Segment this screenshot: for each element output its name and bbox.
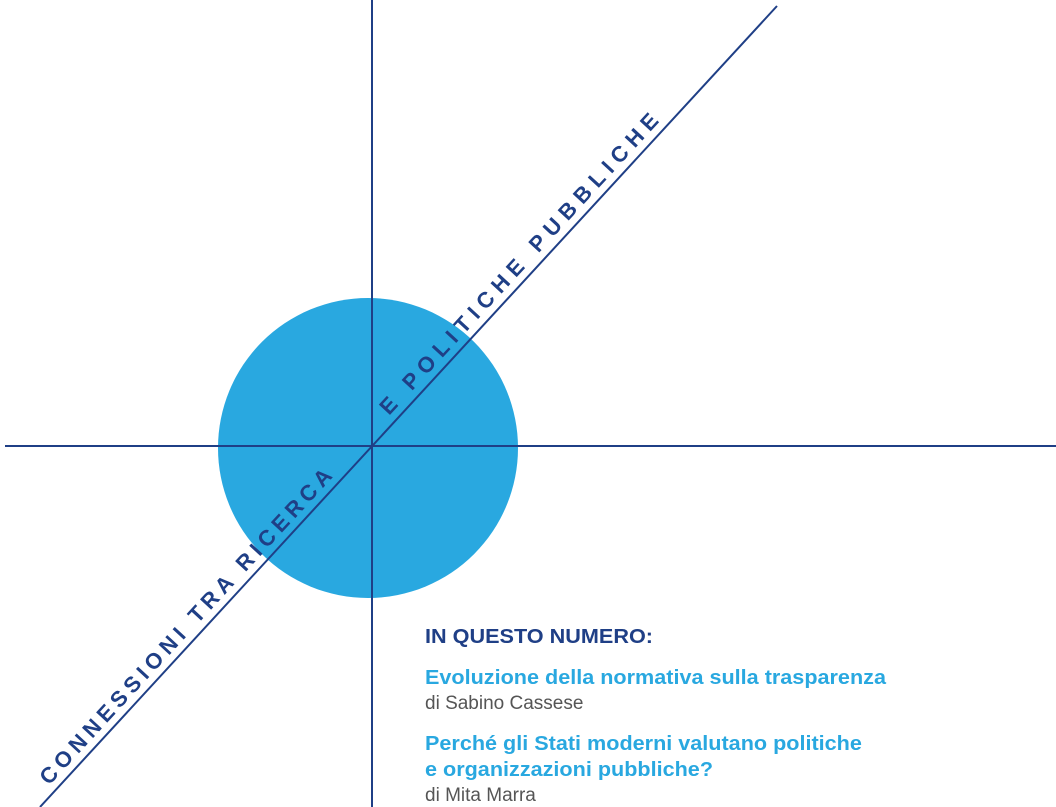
article-author: di Sabino Cassese: [425, 693, 583, 714]
contents-heading: IN QUESTO NUMERO:: [425, 626, 653, 648]
article-author: di Mita Marra: [425, 785, 536, 806]
contents-list: Evoluzione della normativa sulla traspar…: [425, 667, 887, 806]
article-title: e organizzazioni pubbliche?: [425, 759, 713, 781]
blue-circle: [218, 298, 518, 598]
article-title: Evoluzione della normativa sulla traspar…: [425, 667, 887, 689]
diagonal-title-lower: CONNESSIONI TRA RICERCA: [34, 463, 337, 789]
diagonal-line: [39, 5, 778, 807]
article-title: Perché gli Stati moderni valutano politi…: [425, 733, 862, 755]
